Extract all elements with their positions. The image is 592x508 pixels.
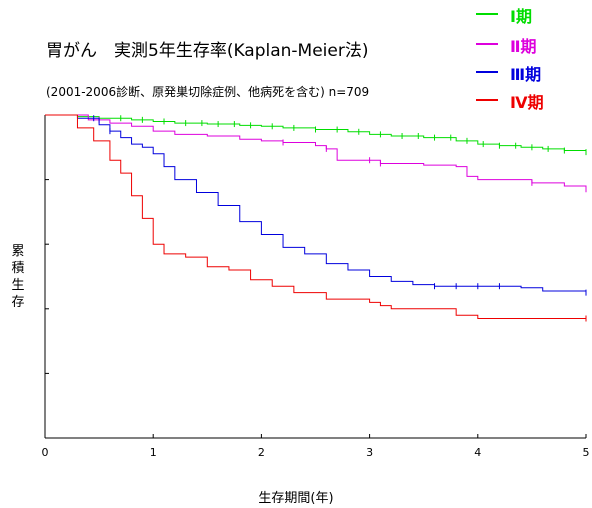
x-tick-label: 1 xyxy=(150,446,157,459)
x-axis-label: 生存期間(年) xyxy=(258,491,334,506)
legend-swatch-stage4 xyxy=(476,99,498,101)
series-2-line xyxy=(45,114,587,190)
x-tick-label: 2 xyxy=(258,446,265,459)
series-4-line xyxy=(45,114,586,319)
y-axis-label: 累積生存 xyxy=(11,244,25,310)
series-3-line xyxy=(45,114,587,293)
legend-swatch-stage2 xyxy=(476,43,498,45)
chart-title: 胃がん 実測5年生存率(Kaplan-Meier法) xyxy=(46,41,369,61)
x-tick-label: 5 xyxy=(583,446,590,459)
x-tick-label: 4 xyxy=(474,446,481,459)
x-tick-label: 0 xyxy=(42,446,49,459)
legend-swatch-stage1 xyxy=(476,13,498,15)
legend-label-stage2: Ⅱ期 xyxy=(510,37,537,56)
x-tick-label: 3 xyxy=(366,446,373,459)
legend-swatch-stage3 xyxy=(476,71,498,73)
legend-label-stage3: Ⅲ期 xyxy=(510,65,542,84)
legend-label-stage1: Ⅰ期 xyxy=(510,7,532,26)
series-1-line xyxy=(45,114,587,153)
chart-subtitle: (2001-2006診断、原発巣切除症例、他病死を含む) n=709 xyxy=(46,85,370,99)
legend-label-stage4: Ⅳ期 xyxy=(510,93,544,112)
